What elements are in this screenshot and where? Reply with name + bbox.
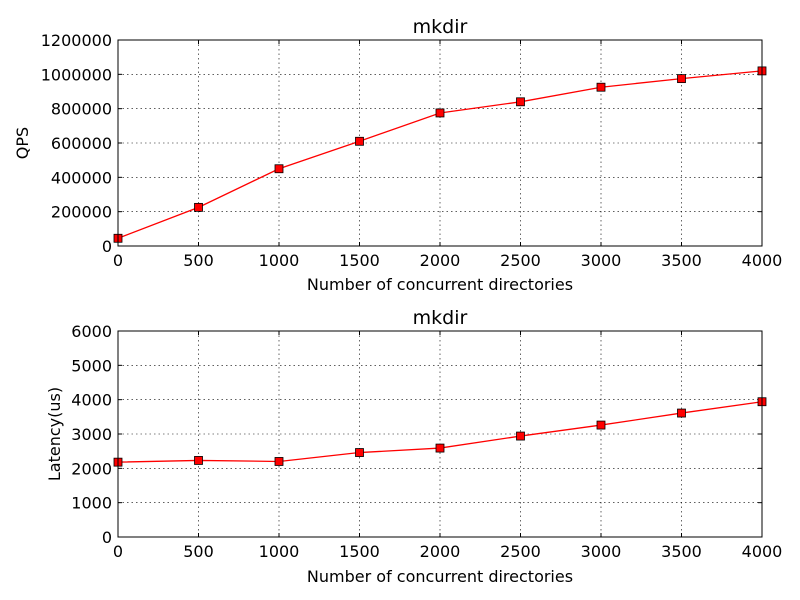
x-tick-label: 1500 [339, 251, 380, 270]
y-tick-label: 1200000 [41, 31, 112, 50]
y-tick-label: 1000000 [41, 65, 112, 84]
plot-area [118, 331, 762, 537]
x-tick-label: 1000 [259, 251, 300, 270]
y-axis-label: QPS [13, 127, 32, 159]
x-tick-label: 3500 [661, 542, 702, 561]
chart-title: mkdir [413, 16, 468, 38]
y-tick-label: 0 [102, 528, 112, 547]
axes-frame [117, 39, 763, 247]
data-point [435, 443, 445, 453]
y-tick-label: 200000 [51, 203, 112, 222]
axes-frame [117, 330, 763, 538]
y-tick-label: 5000 [71, 356, 112, 375]
data-point [435, 108, 445, 118]
x-tick-label: 2500 [500, 542, 541, 561]
x-tick-label: 2000 [420, 251, 461, 270]
data-point [274, 457, 284, 466]
data-point [677, 408, 686, 418]
data-point [516, 97, 525, 107]
x-tick-label: 4000 [742, 251, 783, 270]
x-tick-label: 3000 [581, 251, 622, 270]
x-tick-label: 0 [113, 251, 123, 270]
data-point [194, 456, 203, 465]
y-tick-label: 1000 [71, 494, 112, 513]
y-tick-label: 800000 [51, 100, 112, 119]
data-point [274, 164, 284, 174]
x-tick-label: 1000 [259, 542, 300, 561]
x-tick-label: 1500 [339, 542, 380, 561]
y-tick-label: 600000 [51, 134, 112, 153]
data-point [355, 448, 364, 457]
y-tick-label: 0 [102, 237, 112, 256]
x-axis-label: Number of concurrent directories [307, 567, 573, 586]
chart-title: mkdir [413, 307, 468, 329]
x-tick-label: 0 [113, 542, 123, 561]
data-point [596, 420, 606, 430]
y-axis-label: Latency(us) [45, 387, 64, 481]
x-tick-label: 3500 [661, 251, 702, 270]
y-tick-label: 400000 [51, 168, 112, 187]
x-tick-label: 500 [183, 542, 214, 561]
chart-2: 0 500 1000 1500 2000 2500 3000 3500 4000 0 1000 200… [45, 307, 782, 586]
y-tick-label: 4000 [71, 391, 112, 410]
chart-1: 0 500 1000 1500 2000 2500 3000 3500 4000 0 200000 4… [13, 16, 782, 294]
data-point [596, 82, 606, 92]
x-tick-label: 500 [183, 251, 214, 270]
x-tick-label: 2000 [420, 542, 461, 561]
y-tick-label: 3000 [71, 425, 112, 444]
data-point [677, 74, 686, 84]
x-axis-label: Number of concurrent directories [307, 275, 573, 294]
x-tick-label: 3000 [581, 542, 622, 561]
data-point [355, 136, 364, 146]
data-point [194, 202, 203, 212]
x-tick-label: 2500 [500, 251, 541, 270]
y-tick-label: 2000 [71, 459, 112, 478]
data-point [516, 431, 525, 441]
plot-area [118, 40, 762, 246]
x-tick-label: 4000 [742, 542, 783, 561]
y-tick-label: 6000 [71, 322, 112, 341]
